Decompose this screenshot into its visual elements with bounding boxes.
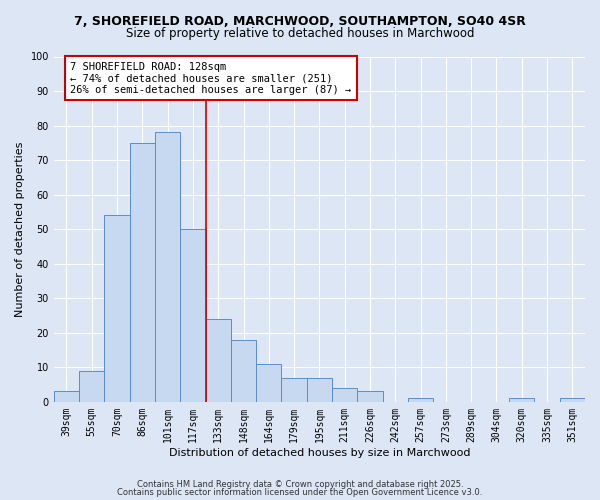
Bar [358, 392, 383, 402]
Y-axis label: Number of detached properties: Number of detached properties [15, 142, 25, 317]
Bar [256, 364, 281, 402]
Bar [54, 392, 79, 402]
Bar [408, 398, 433, 402]
Bar [560, 398, 585, 402]
Text: Contains HM Land Registry data © Crown copyright and database right 2025.: Contains HM Land Registry data © Crown c… [137, 480, 463, 489]
Text: Size of property relative to detached houses in Marchwood: Size of property relative to detached ho… [126, 28, 474, 40]
Bar [104, 216, 130, 402]
Bar [231, 340, 256, 402]
Bar [332, 388, 358, 402]
Bar [155, 132, 180, 402]
Bar [79, 371, 104, 402]
Text: 7 SHOREFIELD ROAD: 128sqm
← 74% of detached houses are smaller (251)
26% of semi: 7 SHOREFIELD ROAD: 128sqm ← 74% of detac… [70, 62, 352, 95]
X-axis label: Distribution of detached houses by size in Marchwood: Distribution of detached houses by size … [169, 448, 470, 458]
Text: Contains public sector information licensed under the Open Government Licence v3: Contains public sector information licen… [118, 488, 482, 497]
Bar [509, 398, 535, 402]
Bar [281, 378, 307, 402]
Bar [307, 378, 332, 402]
Bar [180, 229, 206, 402]
Bar [206, 319, 231, 402]
Text: 7, SHOREFIELD ROAD, MARCHWOOD, SOUTHAMPTON, SO40 4SR: 7, SHOREFIELD ROAD, MARCHWOOD, SOUTHAMPT… [74, 15, 526, 28]
Bar [130, 143, 155, 402]
